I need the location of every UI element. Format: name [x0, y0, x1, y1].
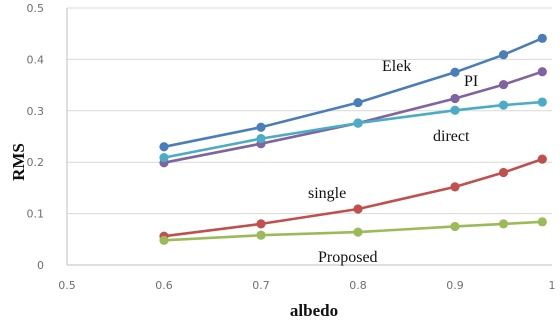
series-line [163, 37, 543, 149]
data-point [159, 152, 169, 163]
x-tick-label: 0.8 [349, 279, 367, 292]
data-point [450, 221, 460, 232]
data-point [353, 97, 363, 108]
y-tick-label: 0.3 [27, 105, 45, 118]
y-axis-title: RMS [9, 143, 28, 181]
series-labels: Elek PI direct single Proposed [308, 58, 478, 266]
data-point [498, 219, 509, 229]
data-point [159, 235, 169, 245]
data-point [353, 227, 363, 237]
series-line [163, 70, 543, 164]
data-point [537, 67, 547, 77]
data-point [498, 79, 509, 90]
series-single [159, 154, 547, 241]
y-tick-label: 0 [37, 259, 44, 272]
series-label-pi: PI [464, 73, 478, 90]
axes: 0 0.1 0.2 0.3 0.4 0.5 0.5 0.6 0.7 0.8 0.9 1 [27, 2, 556, 292]
data-point [450, 67, 460, 77]
data-point [450, 93, 460, 104]
data-point [537, 154, 547, 164]
x-tick-label: 1 [549, 279, 556, 292]
data-point [537, 33, 547, 43]
data-point [498, 167, 509, 178]
series-label-elek: Elek [382, 58, 411, 75]
y-tick-label: 0.1 [27, 208, 45, 221]
series-proposed [159, 217, 547, 245]
x-tick-label: 0.7 [252, 279, 270, 292]
data-point [537, 97, 547, 107]
data-point [498, 50, 509, 60]
series-direct [159, 97, 547, 163]
data-point [353, 204, 363, 214]
series-line [163, 220, 543, 242]
data-point [256, 230, 266, 240]
data-point [256, 133, 266, 144]
series-elek [159, 33, 547, 152]
series-label-single: single [308, 185, 346, 202]
y-tick-label: 0.2 [27, 156, 45, 169]
data-point [353, 118, 363, 128]
x-tick-label: 0.9 [446, 279, 464, 292]
y-tick-label: 0.5 [27, 2, 45, 15]
data-point [498, 100, 509, 110]
series-pi [159, 67, 547, 168]
gridlines [67, 7, 552, 215]
series-label-direct: direct [433, 128, 470, 145]
x-tick-label: 0.5 [58, 279, 76, 292]
data-point [450, 105, 460, 115]
data-point [537, 217, 547, 227]
data-point [450, 182, 460, 192]
x-axis-title: albedo [290, 301, 338, 320]
y-tick-label: 0.4 [27, 53, 45, 66]
series-line [163, 100, 543, 159]
x-tick-label: 0.6 [155, 279, 173, 292]
series-label-proposed: Proposed [318, 249, 378, 266]
data-point [159, 142, 169, 152]
data-point [256, 122, 266, 132]
series-line [163, 157, 543, 238]
data-point [256, 219, 266, 229]
series-group [159, 33, 547, 245]
